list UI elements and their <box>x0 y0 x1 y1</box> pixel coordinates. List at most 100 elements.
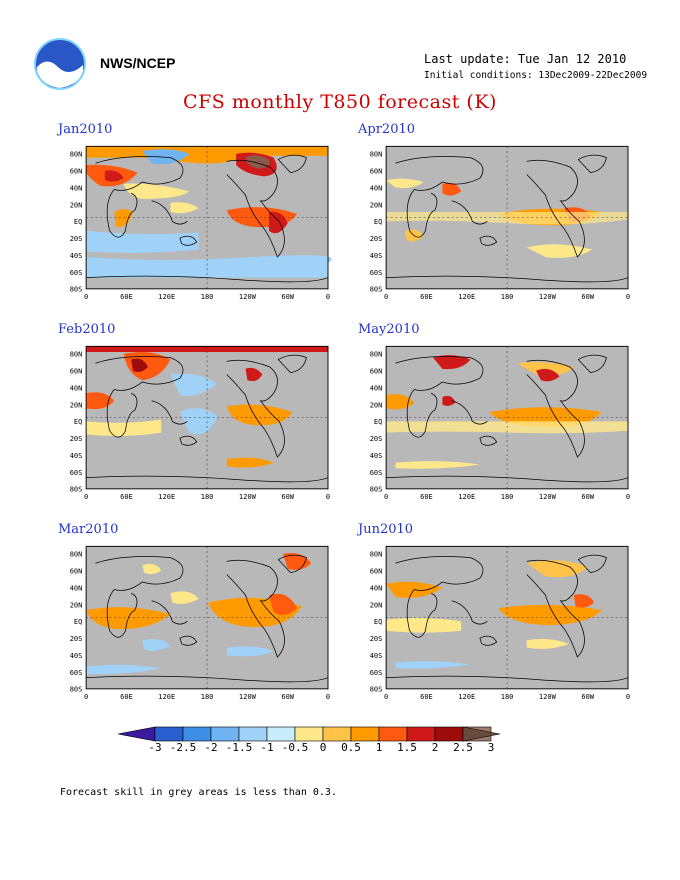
colorbar-tick: 1.5 <box>397 741 417 754</box>
colorbar-tick-labels: -3 -2.5 -2 -1.5 -1 -0.5 0 0.5 1 1.5 2 2.… <box>148 741 494 754</box>
lat-label: 20S <box>70 634 83 643</box>
colorbar-cell <box>118 726 156 742</box>
panel-feb2010: Feb2010 80N 60 <box>58 322 358 512</box>
lon-label: 120E <box>458 692 475 701</box>
lat-label: 80S <box>370 485 383 494</box>
map-frame <box>385 345 629 490</box>
coastlines <box>86 554 329 683</box>
colorbar-cell <box>378 726 408 742</box>
panel-label: Jun2010 <box>358 522 414 537</box>
lat-label: 80S <box>370 685 383 694</box>
lon-label: 60W <box>281 692 294 701</box>
map: 80N 60N 40N 20N EQ 20S 40S 60S 80S 0 60E… <box>370 145 630 301</box>
agency-name: NWS/NCEP <box>100 55 176 71</box>
lon-label: 0 <box>326 692 330 701</box>
lon-label: 0 <box>84 292 88 301</box>
lat-label: 20N <box>70 600 83 609</box>
lon-label: 60E <box>120 292 133 301</box>
colorbar-cell <box>210 726 240 742</box>
lat-label: 20S <box>70 434 83 443</box>
colorbar-tick: 3 <box>488 741 495 754</box>
lat-label: 20S <box>370 434 383 443</box>
panel-apr2010: Apr2010 80N 60N 40N 20N <box>358 122 658 312</box>
map: 80N 60N 40N 20N EQ 20S 40S 60S 80S 0 60E… <box>70 545 330 701</box>
lat-label: 20S <box>370 234 383 243</box>
map-frame <box>85 545 329 690</box>
colorbar-tick: 0.5 <box>341 741 361 754</box>
lat-label: 60S <box>370 668 383 677</box>
colorbar-cell <box>182 726 212 742</box>
lon-label: 60W <box>281 492 294 501</box>
lat-label: EQ <box>74 217 82 226</box>
lon-labels: 0 60E 120E 180 120W 60W 0 <box>84 492 330 501</box>
colorbar-cell <box>294 726 324 742</box>
lat-label: 80S <box>70 485 83 494</box>
panel-label: Apr2010 <box>358 122 416 137</box>
lat-label: 60N <box>370 567 383 576</box>
lon-label: 120W <box>539 292 557 301</box>
colorbar-cell <box>350 726 380 742</box>
lat-label: EQ <box>374 217 382 226</box>
anomaly-fields <box>86 146 332 278</box>
panel-may2010: May2010 80N 60N 40N <box>358 322 658 512</box>
lon-label: 180 <box>501 492 514 501</box>
lon-label: 120W <box>539 692 557 701</box>
lon-label: 180 <box>201 492 214 501</box>
map: 80N 60N 40N 20N EQ 20S 40S 60S 80S 0 60E… <box>370 345 630 501</box>
coastlines <box>86 154 329 283</box>
lon-label: 0 <box>326 492 330 501</box>
lon-labels: 0 60E 120E 180 120W 60W 0 <box>384 492 630 501</box>
lat-label: 80N <box>70 550 83 559</box>
lon-label: 60E <box>120 492 133 501</box>
lat-label: 60S <box>70 268 83 277</box>
lat-label: 60N <box>370 167 383 176</box>
lon-label: 60E <box>120 692 133 701</box>
lat-labels: 80N 60N 40N 20N EQ 20S 40S 60S 80S <box>70 550 83 694</box>
lon-label: 120E <box>158 692 175 701</box>
lat-label: 80S <box>370 285 383 294</box>
anomaly-fields <box>86 346 328 468</box>
coastlines <box>86 354 329 483</box>
lon-label: 120W <box>239 492 257 501</box>
lat-label: 40S <box>370 251 383 260</box>
lon-label: 0 <box>626 692 630 701</box>
lon-label: 60W <box>281 292 294 301</box>
colorbar-tick: -0.5 <box>282 741 309 754</box>
lon-label: 0 <box>326 292 330 301</box>
panel-mar2010: Mar2010 80N 60N <box>58 522 358 712</box>
coastlines <box>386 154 629 283</box>
lon-label: 0 <box>626 492 630 501</box>
colorbar-cells <box>118 726 501 742</box>
map-frame <box>85 145 329 290</box>
lat-labels: 80N 60N 40N 20N EQ 20S 40S 60S 80S <box>70 150 83 294</box>
lat-label: 20N <box>70 200 83 209</box>
grid-lines <box>386 346 628 489</box>
lat-label: 80N <box>370 350 383 359</box>
lat-label: 20S <box>370 634 383 643</box>
panel-jan2010: Jan2010 <box>58 122 358 312</box>
lon-label: 0 <box>84 492 88 501</box>
lon-label: 0 <box>626 292 630 301</box>
grid-lines <box>86 346 328 489</box>
lat-label: 60N <box>70 567 83 576</box>
lat-label: 40N <box>70 583 83 592</box>
lon-label: 60W <box>581 492 594 501</box>
anomaly-fields <box>86 553 312 675</box>
panel-label: May2010 <box>358 322 420 337</box>
colorbar-tick: -1 <box>260 741 273 754</box>
lon-labels: 0 60E 120E 180 120W 60W 0 <box>84 692 330 701</box>
map: 80N 60N 40N 20N EQ 20S 40S 60S 80S 0 60E… <box>70 145 332 301</box>
map: 80N 60N 40N 20N EQ 20S 40S 60S 80S 0 60E… <box>370 545 630 701</box>
lat-label: 60N <box>70 167 83 176</box>
lat-label: 60N <box>370 367 383 376</box>
panel-jun2010: Jun2010 80N 60N 40N 20N <box>358 522 658 712</box>
lon-label: 60E <box>420 492 433 501</box>
lat-label: 20N <box>70 400 83 409</box>
lat-label: 80N <box>370 550 383 559</box>
lon-labels: 0 60E 120E 180 120W 60W 0 <box>384 692 630 701</box>
lon-label: 180 <box>201 692 214 701</box>
lon-label: 120W <box>539 492 557 501</box>
colorbar-cell <box>238 726 268 742</box>
lat-label: 20N <box>370 400 383 409</box>
grid-lines <box>86 546 328 689</box>
